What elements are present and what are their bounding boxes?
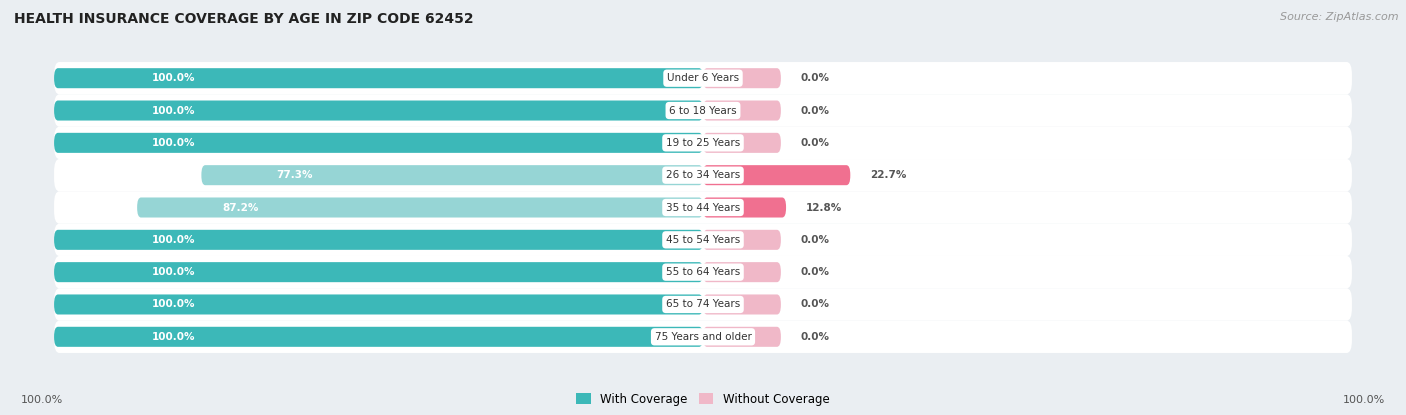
FancyBboxPatch shape	[53, 321, 1353, 353]
FancyBboxPatch shape	[53, 224, 1353, 256]
Text: 100.0%: 100.0%	[152, 105, 195, 115]
Text: 100.0%: 100.0%	[21, 395, 63, 405]
Text: 75 Years and older: 75 Years and older	[655, 332, 751, 342]
Text: 100.0%: 100.0%	[152, 235, 195, 245]
FancyBboxPatch shape	[703, 327, 780, 347]
FancyBboxPatch shape	[138, 198, 703, 217]
FancyBboxPatch shape	[703, 165, 851, 185]
Text: 12.8%: 12.8%	[806, 203, 842, 212]
FancyBboxPatch shape	[703, 262, 780, 282]
FancyBboxPatch shape	[201, 165, 703, 185]
Text: Under 6 Years: Under 6 Years	[666, 73, 740, 83]
Text: 19 to 25 Years: 19 to 25 Years	[666, 138, 740, 148]
Text: 0.0%: 0.0%	[800, 300, 830, 310]
Text: 0.0%: 0.0%	[800, 235, 830, 245]
Text: 65 to 74 Years: 65 to 74 Years	[666, 300, 740, 310]
Text: 26 to 34 Years: 26 to 34 Years	[666, 170, 740, 180]
FancyBboxPatch shape	[703, 133, 780, 153]
Text: 100.0%: 100.0%	[152, 300, 195, 310]
FancyBboxPatch shape	[703, 230, 780, 250]
Text: 87.2%: 87.2%	[222, 203, 259, 212]
FancyBboxPatch shape	[703, 100, 780, 120]
Text: 0.0%: 0.0%	[800, 73, 830, 83]
FancyBboxPatch shape	[703, 68, 780, 88]
FancyBboxPatch shape	[53, 100, 703, 120]
Text: 77.3%: 77.3%	[277, 170, 314, 180]
FancyBboxPatch shape	[53, 295, 703, 315]
FancyBboxPatch shape	[703, 295, 780, 315]
Text: 0.0%: 0.0%	[800, 105, 830, 115]
FancyBboxPatch shape	[53, 159, 1353, 191]
Text: 0.0%: 0.0%	[800, 267, 830, 277]
Text: 0.0%: 0.0%	[800, 332, 830, 342]
Text: 55 to 64 Years: 55 to 64 Years	[666, 267, 740, 277]
Text: 6 to 18 Years: 6 to 18 Years	[669, 105, 737, 115]
FancyBboxPatch shape	[53, 191, 1353, 224]
Text: Source: ZipAtlas.com: Source: ZipAtlas.com	[1281, 12, 1399, 22]
FancyBboxPatch shape	[53, 68, 703, 88]
FancyBboxPatch shape	[53, 230, 703, 250]
Text: HEALTH INSURANCE COVERAGE BY AGE IN ZIP CODE 62452: HEALTH INSURANCE COVERAGE BY AGE IN ZIP …	[14, 12, 474, 27]
FancyBboxPatch shape	[53, 262, 703, 282]
Text: 35 to 44 Years: 35 to 44 Years	[666, 203, 740, 212]
Text: 22.7%: 22.7%	[870, 170, 905, 180]
Text: 100.0%: 100.0%	[152, 332, 195, 342]
Text: 100.0%: 100.0%	[152, 73, 195, 83]
FancyBboxPatch shape	[53, 327, 703, 347]
FancyBboxPatch shape	[53, 94, 1353, 127]
Legend: With Coverage, Without Coverage: With Coverage, Without Coverage	[572, 388, 834, 410]
FancyBboxPatch shape	[53, 127, 1353, 159]
Text: 100.0%: 100.0%	[152, 267, 195, 277]
Text: 100.0%: 100.0%	[152, 138, 195, 148]
Text: 45 to 54 Years: 45 to 54 Years	[666, 235, 740, 245]
Text: 0.0%: 0.0%	[800, 138, 830, 148]
Text: 100.0%: 100.0%	[1343, 395, 1385, 405]
FancyBboxPatch shape	[53, 288, 1353, 321]
FancyBboxPatch shape	[53, 62, 1353, 94]
FancyBboxPatch shape	[53, 133, 703, 153]
FancyBboxPatch shape	[703, 198, 786, 217]
FancyBboxPatch shape	[53, 256, 1353, 288]
